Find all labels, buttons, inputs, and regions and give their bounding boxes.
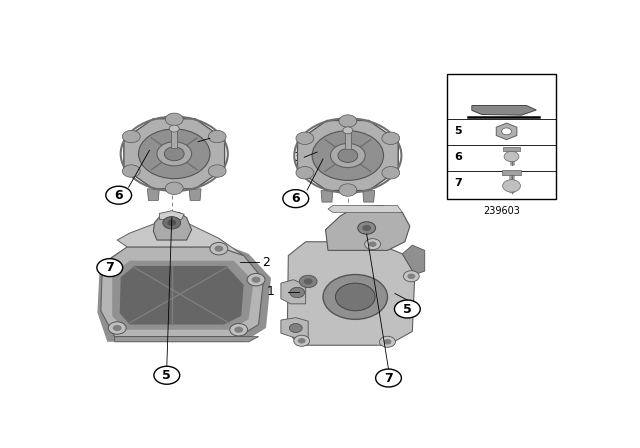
Polygon shape: [328, 206, 403, 212]
Circle shape: [330, 143, 365, 168]
Circle shape: [157, 142, 191, 166]
Polygon shape: [97, 245, 271, 342]
Text: 239603: 239603: [483, 206, 520, 216]
Circle shape: [382, 132, 400, 145]
Circle shape: [165, 182, 183, 194]
Circle shape: [252, 276, 260, 283]
Circle shape: [339, 184, 356, 196]
Polygon shape: [117, 223, 244, 255]
Circle shape: [165, 113, 183, 125]
Circle shape: [214, 246, 223, 252]
Circle shape: [502, 180, 520, 192]
Bar: [172, 129, 177, 147]
Circle shape: [289, 323, 302, 332]
Circle shape: [504, 151, 519, 162]
Circle shape: [122, 130, 140, 143]
Circle shape: [369, 241, 376, 247]
Circle shape: [234, 327, 243, 333]
Circle shape: [383, 339, 392, 345]
FancyBboxPatch shape: [447, 74, 556, 198]
Circle shape: [362, 225, 371, 231]
Polygon shape: [120, 266, 244, 324]
Circle shape: [304, 278, 312, 284]
Circle shape: [296, 167, 314, 179]
Circle shape: [138, 129, 210, 179]
Text: 4: 4: [213, 132, 221, 145]
Circle shape: [294, 335, 310, 346]
Text: 6: 6: [115, 189, 123, 202]
Polygon shape: [101, 247, 264, 336]
Polygon shape: [363, 190, 374, 202]
Circle shape: [335, 283, 375, 311]
Circle shape: [113, 325, 122, 331]
Circle shape: [230, 323, 248, 336]
Polygon shape: [115, 336, 259, 342]
Text: 6: 6: [454, 152, 462, 162]
Polygon shape: [298, 121, 398, 190]
Circle shape: [380, 336, 396, 347]
Circle shape: [323, 275, 388, 319]
Circle shape: [298, 338, 306, 344]
Circle shape: [108, 322, 126, 334]
Polygon shape: [112, 261, 253, 330]
Circle shape: [247, 273, 265, 286]
Circle shape: [403, 271, 419, 282]
Text: 7: 7: [454, 178, 462, 188]
Circle shape: [339, 115, 356, 127]
Circle shape: [408, 273, 415, 279]
Text: 5: 5: [403, 302, 412, 315]
Circle shape: [208, 130, 226, 143]
Circle shape: [312, 131, 383, 181]
Circle shape: [283, 190, 308, 207]
Polygon shape: [159, 211, 184, 220]
Circle shape: [210, 242, 228, 255]
Circle shape: [343, 127, 353, 134]
Circle shape: [365, 239, 381, 250]
Bar: [502, 170, 522, 175]
Circle shape: [154, 366, 180, 384]
Circle shape: [376, 369, 401, 387]
Circle shape: [163, 216, 180, 229]
Circle shape: [338, 149, 358, 163]
Polygon shape: [281, 318, 308, 337]
Polygon shape: [496, 123, 517, 140]
Text: 7: 7: [384, 371, 393, 384]
Polygon shape: [326, 206, 410, 250]
Circle shape: [300, 275, 317, 288]
Text: 1: 1: [267, 285, 275, 298]
Circle shape: [208, 165, 226, 177]
Circle shape: [296, 132, 314, 145]
Text: 2: 2: [262, 256, 271, 269]
Text: 5: 5: [163, 369, 171, 382]
Text: 3: 3: [293, 151, 301, 164]
Circle shape: [394, 300, 420, 318]
Polygon shape: [281, 280, 306, 304]
Polygon shape: [472, 106, 536, 115]
Circle shape: [169, 125, 179, 132]
Circle shape: [502, 128, 511, 135]
Bar: [345, 130, 351, 149]
Circle shape: [167, 220, 176, 226]
Text: 6: 6: [291, 192, 300, 205]
Text: 7: 7: [106, 261, 114, 274]
Polygon shape: [287, 242, 415, 345]
Circle shape: [97, 258, 123, 276]
Polygon shape: [189, 189, 201, 200]
Circle shape: [382, 167, 400, 179]
Polygon shape: [403, 245, 425, 275]
Polygon shape: [321, 190, 333, 202]
Circle shape: [290, 287, 305, 297]
Circle shape: [122, 165, 140, 177]
Polygon shape: [154, 212, 191, 240]
Bar: [502, 147, 520, 151]
Polygon shape: [147, 189, 159, 200]
Polygon shape: [124, 119, 225, 189]
Circle shape: [164, 147, 184, 161]
Circle shape: [358, 222, 376, 234]
Circle shape: [106, 186, 132, 204]
Text: 5: 5: [454, 126, 462, 136]
